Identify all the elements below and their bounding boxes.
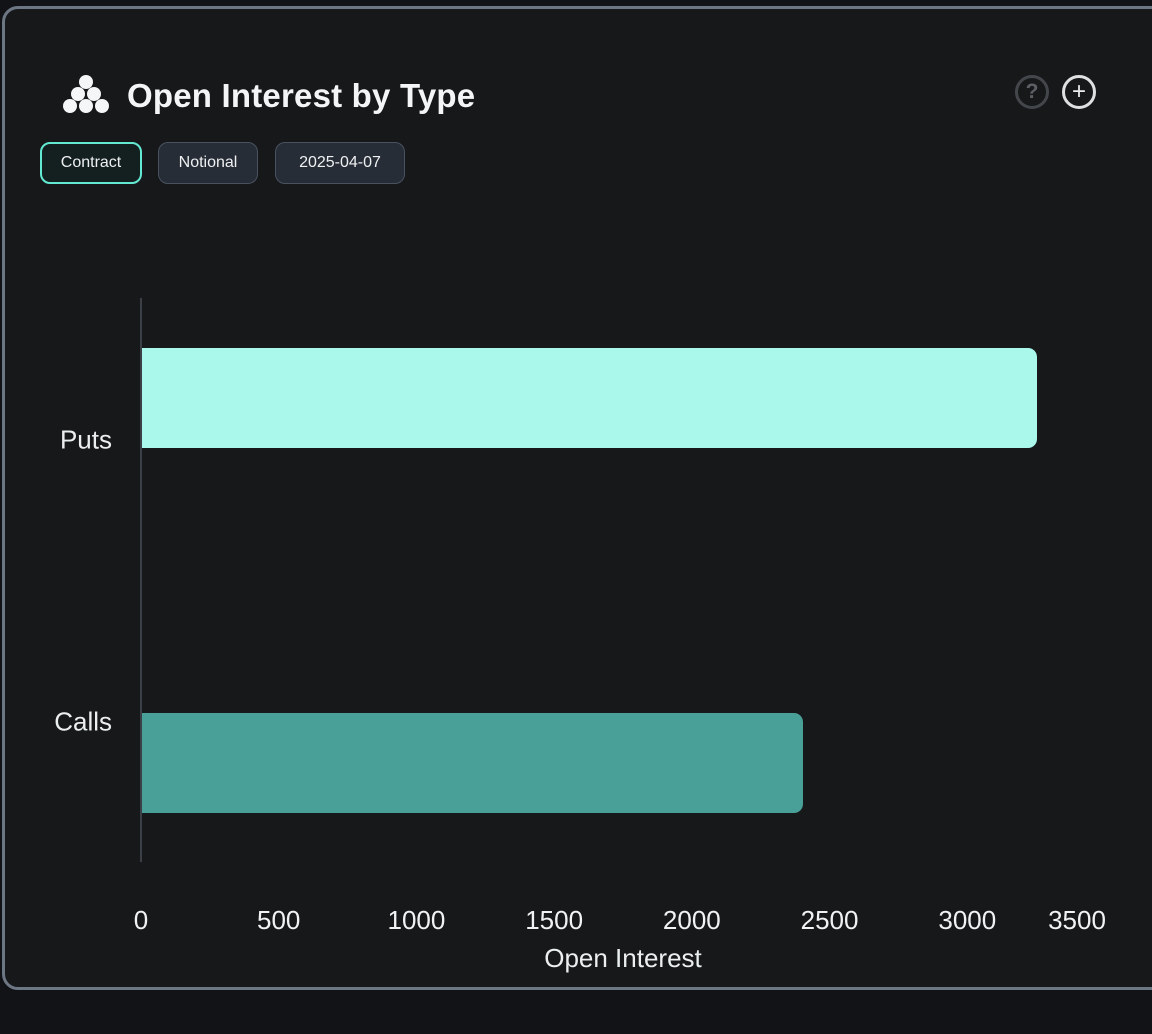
x-axis-title: Open Interest [544, 943, 702, 973]
bar-calls[interactable] [142, 713, 803, 813]
y-axis-line [140, 298, 142, 862]
toggle-contract[interactable]: Contract [40, 142, 142, 184]
x-tick-1500: 1500 [525, 905, 584, 935]
x-tick-2500: 2500 [800, 905, 859, 935]
chart-card: Open Interest by Type ? + Contract Notio… [2, 6, 1152, 990]
plus-icon: + [1071, 78, 1086, 105]
date-chip[interactable]: 2025-04-07 [275, 142, 405, 184]
toggle-notional[interactable]: Notional [158, 142, 258, 184]
add-button[interactable]: + [1062, 75, 1096, 109]
date-chip-label: 2025-04-07 [299, 154, 381, 171]
x-tick-500: 500 [257, 905, 301, 935]
page-title: Open Interest by Type [127, 77, 476, 114]
toggle-notional-label: Notional [178, 154, 238, 171]
category-label-puts: Puts [59, 424, 112, 455]
question-mark-icon: ? [1025, 80, 1039, 103]
toggle-contract-label: Contract [60, 154, 122, 171]
help-button[interactable]: ? [1015, 75, 1049, 109]
x-tick-1000: 1000 [387, 905, 446, 935]
x-tick-3000: 3000 [938, 905, 997, 935]
bar-puts[interactable] [142, 348, 1037, 448]
category-label-calls: Calls [54, 706, 112, 737]
x-tick-0: 0 [133, 905, 149, 935]
x-tick-2000: 2000 [662, 905, 721, 935]
x-tick-3500: 3500 [1048, 905, 1106, 935]
dots-pyramid-icon [63, 75, 109, 113]
